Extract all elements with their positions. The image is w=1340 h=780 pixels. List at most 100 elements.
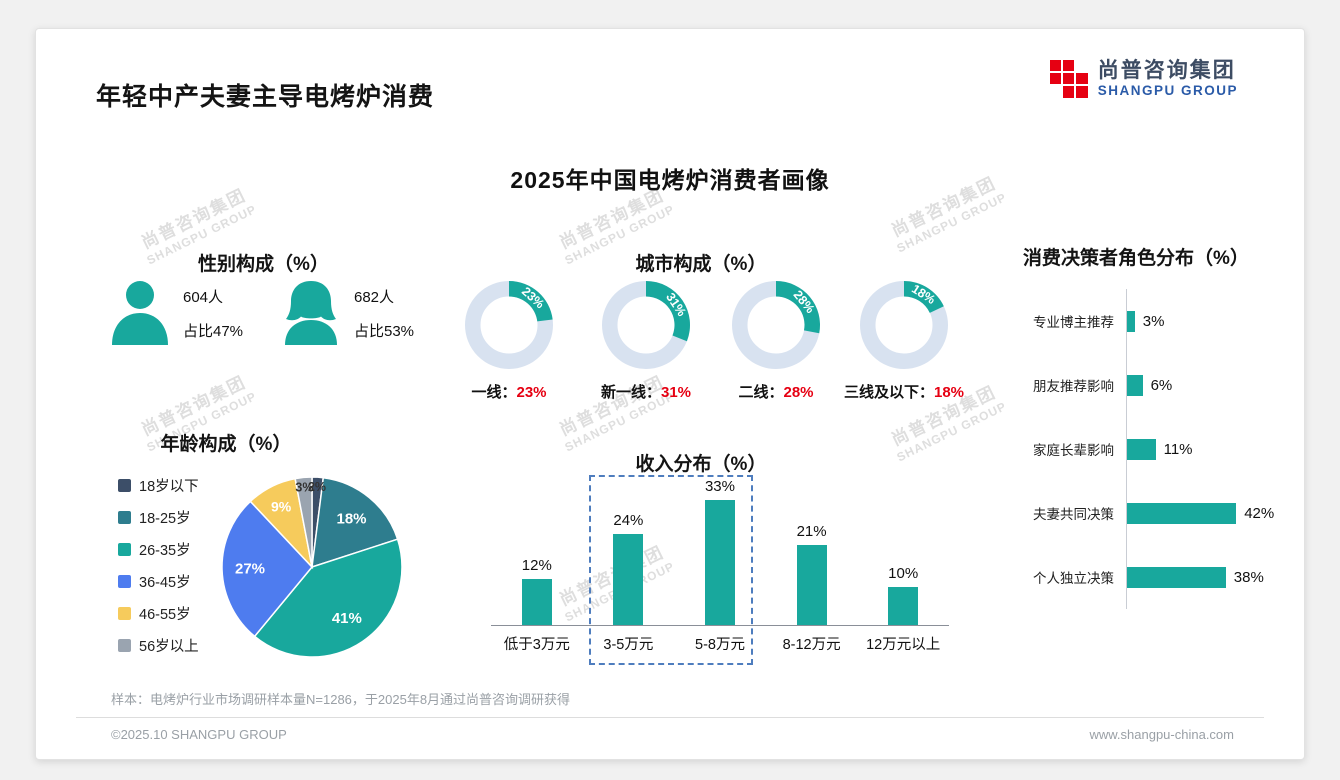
female-icon xyxy=(285,281,337,345)
decision-row: 朋友推荐影响 6% xyxy=(986,353,1298,417)
decision-row: 专业博主推荐 3% xyxy=(986,289,1298,353)
male-stats: 604人 占比47% xyxy=(183,286,243,341)
age-legend-item: 26-35岁 xyxy=(118,539,199,560)
decision-bar xyxy=(1127,502,1237,524)
legend-swatch xyxy=(118,607,131,620)
logo-icon xyxy=(1049,59,1088,98)
income-bar xyxy=(704,499,735,625)
income-bar xyxy=(521,579,552,625)
gender-female-group: 682人 占比53% xyxy=(279,279,414,347)
income-bar xyxy=(613,533,644,625)
logo-name-en: SHANGPU GROUP xyxy=(1097,83,1238,99)
footer-copyright: ©2025.10 SHANGPU GROUP xyxy=(111,727,287,742)
income-bar xyxy=(888,587,919,625)
income-category-label: 5-8万元 xyxy=(695,637,745,653)
male-share: 占比47% xyxy=(183,322,244,340)
female-share: 占比53% xyxy=(354,322,415,340)
income-category-label: 12万元以上 xyxy=(866,637,941,653)
decision-category-label: 个人独立决策 xyxy=(1033,571,1114,586)
decision-bar xyxy=(1127,310,1135,332)
legend-swatch xyxy=(118,479,131,492)
age-section-title: 年龄构成（%） xyxy=(160,434,292,455)
legend-label: 56岁以上 xyxy=(139,639,199,655)
page-title: 年轻中产夫妻主导电烤炉消费 xyxy=(96,83,435,111)
age-legend: 18岁以下 18-25岁 26-35岁 36-45岁 46-55岁 56岁以上 xyxy=(118,475,199,656)
income-bar-chart: 12% 24% 33% 21% 10% 低于3万元 3-5万元 5-8万元 8-12万元 12万元… xyxy=(491,472,949,654)
svg-text:2%: 2% xyxy=(308,480,326,494)
income-bar-group: 24% xyxy=(583,512,675,625)
sample-note: 样本：电烤炉行业市场调研样本量N=1286，于2025年8月通过尚普咨询调研获得 xyxy=(111,692,571,707)
age-legend-item: 18岁以下 xyxy=(118,475,199,496)
female-count: 682人 xyxy=(354,288,395,306)
income-category-label: 8-12万元 xyxy=(782,637,841,653)
city-section-title: 城市构成（%） xyxy=(635,254,767,275)
footer-divider xyxy=(76,717,1264,718)
decision-bar-chart: 专业博主推荐 3% 朋友推荐影响 6% 家庭长辈影响 11% 夫妻共同决策 42% 个人独立决策… xyxy=(986,289,1298,609)
logo-name-cn: 尚普咨询集团 xyxy=(1097,59,1236,82)
decision-row: 家庭长辈影响 11% xyxy=(986,417,1298,481)
decision-category-label: 夫妻共同决策 xyxy=(1033,507,1114,522)
income-value-label: 24% xyxy=(613,511,644,529)
decision-bar xyxy=(1127,438,1156,460)
report-card: 尚普咨询集团 SHANGPU GROUP 尚普咨询集团 SHANGPU GROUP 尚普… xyxy=(35,28,1305,760)
svg-text:41%: 41% xyxy=(332,610,362,627)
male-count: 604人 xyxy=(183,288,224,306)
legend-swatch xyxy=(118,511,131,524)
age-legend-item: 36-45岁 xyxy=(118,571,199,592)
decision-row: 夫妻共同决策 42% xyxy=(986,481,1298,545)
decision-value-label: 38% xyxy=(1233,568,1264,586)
decision-bar xyxy=(1127,566,1226,588)
main-title: 2025年中国电烤炉消费者画像 xyxy=(510,167,830,193)
decision-value-label: 6% xyxy=(1150,376,1173,394)
decision-value-label: 42% xyxy=(1244,504,1275,522)
pie-slice xyxy=(253,538,403,658)
pie-slice xyxy=(311,476,399,569)
legend-swatch xyxy=(118,575,131,588)
svg-text:27%: 27% xyxy=(235,560,265,577)
income-value-label: 33% xyxy=(704,477,735,495)
donut-chart: 18% xyxy=(860,281,948,369)
income-bar-group: 12% xyxy=(491,557,583,625)
female-stats: 682人 占比53% xyxy=(354,286,414,341)
city-donut-二线: 28% 二线：28% xyxy=(701,277,851,402)
decision-category-label: 家庭长辈影响 xyxy=(1033,443,1114,458)
age-legend-item: 56岁以上 xyxy=(118,635,199,656)
legend-label: 18岁以下 xyxy=(139,479,199,495)
income-value-label: 12% xyxy=(521,557,552,575)
city-donut-label: 一线：23% xyxy=(471,384,547,401)
city-donut-label: 新一线：31% xyxy=(600,384,692,401)
city-donut-三线及以下: 18% 三线及以下：18% xyxy=(829,277,979,402)
legend-label: 36-45岁 xyxy=(139,575,191,591)
footer-website: www.shangpu-china.com xyxy=(1089,727,1234,742)
donut-chart: 23% xyxy=(465,281,553,369)
age-legend-item: 18-25岁 xyxy=(118,507,199,528)
decision-category-label: 朋友推荐影响 xyxy=(1033,379,1114,394)
legend-label: 26-35岁 xyxy=(139,543,191,559)
city-donut-label: 三线及以下：18% xyxy=(843,384,965,401)
city-donut-label: 二线：28% xyxy=(738,384,814,401)
decision-bar xyxy=(1127,374,1143,396)
income-bar-group: 33% xyxy=(674,478,766,625)
gender-male-group: 604人 占比47% xyxy=(108,279,243,347)
income-section-title: 收入分布（%） xyxy=(635,454,767,475)
income-bar-group: 21% xyxy=(766,523,858,625)
logo-text: 尚普咨询集团 SHANGPU GROUP xyxy=(1098,59,1238,98)
age-legend-item: 46-55岁 xyxy=(118,603,199,624)
svg-text:9%: 9% xyxy=(271,498,292,514)
decision-category-label: 专业博主推荐 xyxy=(1033,315,1114,330)
decision-row: 个人独立决策 38% xyxy=(986,545,1298,609)
income-value-label: 21% xyxy=(796,523,827,541)
income-category-label: 低于3万元 xyxy=(503,637,570,653)
svg-text:3%: 3% xyxy=(295,480,313,494)
male-icon xyxy=(112,281,168,345)
decision-value-label: 11% xyxy=(1163,440,1193,458)
income-category-label: 3-5万元 xyxy=(603,637,654,653)
legend-label: 18-25岁 xyxy=(139,511,191,527)
legend-swatch xyxy=(118,639,131,652)
decision-value-label: 3% xyxy=(1142,312,1165,330)
income-bar-group: 10% xyxy=(857,565,949,625)
donut-chart: 28% xyxy=(732,281,820,369)
decision-section-title: 消费决策者角色分布（%） xyxy=(1023,248,1249,269)
income-value-label: 10% xyxy=(888,565,919,582)
donut-chart: 31% xyxy=(602,281,690,369)
